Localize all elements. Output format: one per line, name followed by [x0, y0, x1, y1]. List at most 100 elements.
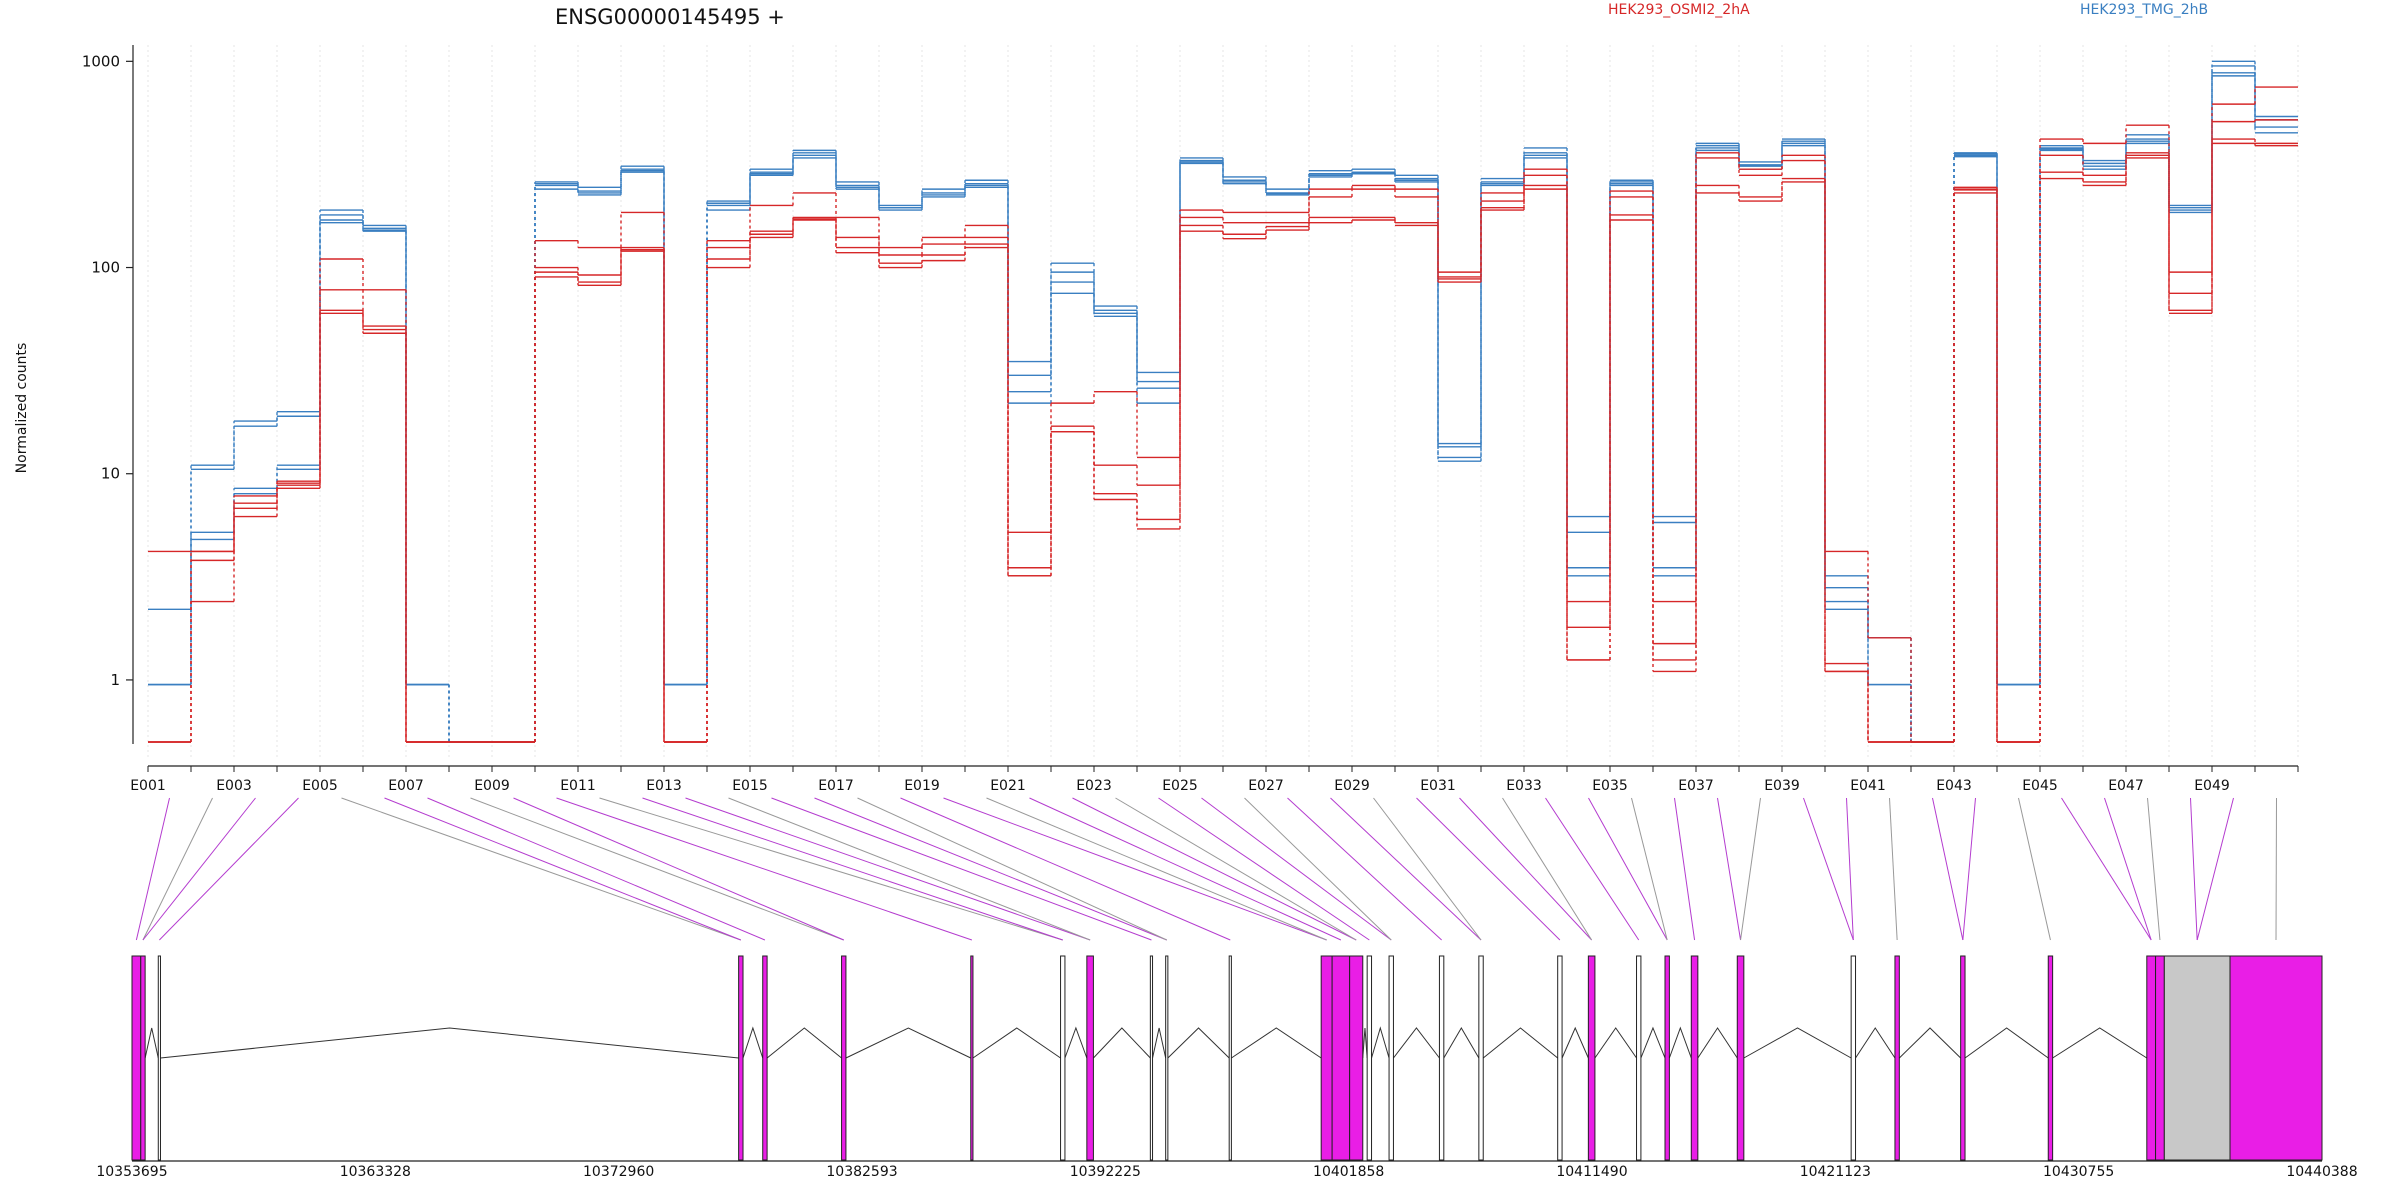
y-tick-label: 1000	[82, 52, 120, 70]
coord-tick-label: 10372960	[583, 1164, 654, 1180]
exon-connector	[1890, 798, 1898, 940]
intron-line	[1444, 1028, 1479, 1058]
coord-tick-label: 10411490	[1556, 1164, 1627, 1180]
coord-tick-label: 10401858	[1313, 1164, 1384, 1180]
exon-connector	[1245, 798, 1392, 940]
exon-block	[1588, 956, 1595, 1160]
exon-connector	[1030, 798, 1341, 940]
exon-block	[763, 956, 767, 1160]
exon-block	[971, 956, 973, 1160]
intron-line	[1698, 1028, 1737, 1058]
exon-connector	[1202, 798, 1392, 940]
x-tick-label: E011	[560, 778, 596, 794]
exon-connector	[987, 798, 1327, 940]
exon-block	[1558, 956, 1562, 1160]
exon-block	[2147, 956, 2156, 1160]
y-tick-label: 1	[110, 671, 120, 689]
coord-tick-label: 10392225	[1070, 1164, 1141, 1180]
x-tick-label: E027	[1248, 778, 1284, 794]
x-tick-label: E009	[474, 778, 510, 794]
grid-lines	[148, 45, 2298, 758]
exon-connector	[1460, 798, 1592, 940]
exon-connector	[1159, 798, 1370, 940]
x-tick-label: E043	[1936, 778, 1972, 794]
y-tick-label: 10	[101, 465, 120, 483]
exon-connector	[1116, 798, 1357, 940]
exon-connector	[1374, 798, 1482, 940]
exon-connector	[143, 798, 256, 940]
intron-line	[1856, 1028, 1895, 1058]
coord-tick-label: 10382593	[826, 1164, 897, 1180]
exon-connector	[686, 798, 1091, 940]
exon-connector-lines	[136, 798, 2276, 940]
x-tick-label: E037	[1678, 778, 1714, 794]
exon-connector	[1546, 798, 1639, 940]
exon-block	[1961, 956, 1965, 1160]
exon-connector	[901, 798, 1231, 940]
x-tick-label: E045	[2022, 778, 2058, 794]
exon-connector	[1847, 798, 1854, 940]
exon-connector	[2191, 798, 2198, 940]
exon-connector	[159, 798, 298, 940]
intron-line	[1231, 1028, 1321, 1058]
exon-connector	[1963, 798, 1976, 940]
chart-title: ENSG00000145495 +	[555, 5, 785, 29]
exon-block	[1895, 956, 1899, 1160]
intron-line	[973, 1028, 1061, 1058]
exon-block	[1150, 956, 1152, 1160]
intron-line	[1093, 1028, 1150, 1058]
exon-connector	[2062, 798, 2152, 940]
intron-line	[145, 1028, 158, 1058]
exon-block	[1439, 956, 1443, 1160]
exon-connector	[342, 798, 741, 940]
x-tick-label: E029	[1334, 778, 1370, 794]
exon-block	[1166, 956, 1168, 1160]
exon-connector	[1417, 798, 1560, 940]
intron-line	[1363, 1028, 1367, 1058]
exon-block	[1087, 956, 1094, 1160]
exon-block	[842, 956, 846, 1160]
exon-connector	[2148, 798, 2160, 940]
exon-connector	[428, 798, 765, 940]
exon-connector	[1288, 798, 1442, 940]
exon-connector	[1331, 798, 1482, 940]
coord-tick-label: 10363328	[340, 1164, 411, 1180]
x-tick-label: E003	[216, 778, 252, 794]
intron-line	[1372, 1028, 1390, 1058]
intron-line	[767, 1028, 841, 1058]
x-tick-label: E015	[732, 778, 768, 794]
y-axis-label: Normalized counts	[14, 343, 30, 474]
exon-connector	[1741, 798, 1761, 940]
intron-line	[1595, 1028, 1637, 1058]
exon-block	[2156, 956, 2165, 1160]
exon-connector	[1933, 798, 1963, 940]
exon-block	[2230, 956, 2322, 1160]
legend-osmi: HEK293_OSMI2_2hA	[1608, 2, 1750, 18]
x-tick-label: E007	[388, 778, 424, 794]
exon-block	[1367, 956, 1371, 1160]
exon-block	[158, 956, 160, 1160]
exon-block	[1321, 956, 1332, 1160]
genomic-coordinate-axis: 10353695 10363328 10372960 10382593 10392225…	[96, 1161, 2357, 1180]
coord-tick-label: 10353695	[96, 1164, 167, 1180]
exon-connector	[2019, 798, 2051, 940]
x-tick-label: E041	[1850, 778, 1886, 794]
exon-connector	[1718, 798, 1741, 940]
x-tick-label: E031	[1420, 778, 1456, 794]
exon-block	[1389, 956, 1393, 1160]
exon-connector	[858, 798, 1167, 940]
legend-tmg: HEK293_TMG_2hB	[2080, 2, 2208, 18]
gene-model	[132, 956, 2322, 1160]
x-tick-label: E023	[1076, 778, 1112, 794]
exon-block	[1665, 956, 1669, 1160]
intron-line	[1744, 1028, 1851, 1058]
x-tick-label: E033	[1506, 778, 1542, 794]
intron-line	[2053, 1028, 2147, 1058]
x-tick-label: E013	[646, 778, 682, 794]
coord-tick-label: 10421123	[1800, 1164, 1871, 1180]
intron-line	[1562, 1028, 1588, 1058]
exon-connector	[1503, 798, 1592, 940]
x-tick-label: E047	[2108, 778, 2144, 794]
